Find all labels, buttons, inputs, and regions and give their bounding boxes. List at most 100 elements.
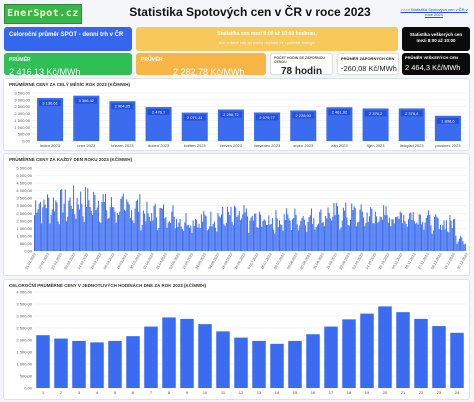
- day-bar: [451, 228, 453, 251]
- day-bar: [132, 220, 134, 251]
- day-bar: [318, 223, 320, 251]
- day-bar: [142, 210, 144, 251]
- day-bar: [445, 220, 447, 251]
- day-bar: [173, 217, 175, 251]
- data-label-bg: [183, 114, 206, 121]
- y-tick-label: 0,00: [24, 249, 33, 254]
- x-tick-label: duben 2023: [148, 143, 170, 148]
- hour-bar: [252, 340, 266, 388]
- daily-chart: 0,00 500,00 1 000,00 1 500,00 2 000,00 2 500,…: [16, 166, 468, 271]
- day-bar: [256, 227, 258, 251]
- day-bar: [378, 221, 380, 251]
- day-bar: [55, 200, 57, 251]
- day-bar: [94, 194, 96, 251]
- day-bar: [178, 222, 180, 251]
- x-tick-label: 11.09.2023: [326, 253, 338, 270]
- x-tick-label: květen 2023: [184, 143, 207, 148]
- x-tick-label: 18.07.2023: [260, 253, 272, 271]
- x-tick-label: 27.11.2023: [417, 253, 429, 270]
- data-label-bg: [292, 112, 315, 119]
- x-tick-label: říjen 2023: [367, 143, 386, 148]
- x-tick-label: 19.03.2023: [116, 253, 128, 271]
- day-bar: [254, 213, 256, 251]
- data-label-bg: [147, 109, 170, 116]
- day-bar: [461, 237, 463, 251]
- day-bar: [326, 218, 328, 251]
- day-bar: [39, 201, 41, 251]
- day-bar: [286, 208, 288, 251]
- logo[interactable]: EnerSpot.cz: [4, 4, 82, 24]
- day-bar: [170, 222, 172, 251]
- day-bar: [93, 191, 95, 251]
- day-bar: [403, 214, 405, 251]
- page-title: Statistika Spotových cen v ČR v roce 202…: [129, 5, 371, 19]
- day-bar: [430, 225, 432, 251]
- day-bar: [52, 197, 54, 251]
- x-tick-label: září 2023: [331, 143, 348, 148]
- day-bar: [278, 220, 281, 251]
- day-bar: [238, 211, 240, 251]
- day-bar: [221, 214, 223, 251]
- day-bar: [82, 216, 84, 251]
- day-bar: [258, 211, 260, 251]
- day-bar: [255, 213, 257, 251]
- day-bar: [396, 217, 398, 251]
- x-tick-label: 3: [78, 390, 81, 395]
- hour-bar: [450, 332, 464, 388]
- day-bar: [64, 189, 66, 251]
- day-bar: [35, 200, 37, 251]
- day-bar: [177, 226, 179, 251]
- data-label: 1 838,6: [441, 118, 455, 123]
- data-label: 2 476,7: [152, 110, 166, 115]
- day-bar: [426, 215, 428, 251]
- day-bar: [377, 222, 379, 251]
- day-bar: [225, 222, 227, 251]
- x-tick-label: 15: [293, 390, 298, 395]
- day-bar: [436, 216, 438, 251]
- day-bar: [122, 193, 124, 251]
- day-bar: [128, 204, 130, 251]
- x-tick-label: 13.05.2023: [181, 253, 193, 271]
- x-tick-label: 07.07.2023: [247, 253, 259, 271]
- x-tick-label: 19: [365, 390, 370, 395]
- hour-bar: [378, 306, 392, 388]
- y-tick-label: 3 000,00: [14, 97, 30, 102]
- y-tick-label: 2 000,00: [16, 338, 32, 343]
- day-bar: [235, 207, 237, 251]
- data-label: 2 071,31: [187, 115, 203, 120]
- day-bar: [115, 222, 117, 251]
- x-tick-label: 24.05.2023: [195, 253, 207, 271]
- day-bar: [412, 212, 414, 251]
- day-bar: [83, 222, 85, 251]
- day-bar: [397, 216, 399, 251]
- day-bar: [307, 221, 309, 251]
- day-bar: [373, 223, 375, 251]
- x-tick-label: 26.06.2023: [234, 252, 246, 270]
- day-bar: [394, 217, 396, 251]
- day-bar: [273, 229, 275, 251]
- day-bar: [296, 224, 298, 251]
- day-bar: [148, 216, 150, 251]
- link-2024-statistics[interactable]: >>>> Statistika Spotových cen v ČR v roc…: [400, 7, 468, 17]
- x-tick-label: 10: [203, 390, 208, 395]
- day-bar: [37, 209, 39, 251]
- hour-bar: [72, 340, 86, 388]
- data-label-bg: [75, 97, 98, 104]
- y-tick-label: 2 500,00: [16, 211, 32, 216]
- day-bar: [103, 201, 105, 251]
- y-tick-label: 0,00: [22, 139, 31, 144]
- x-tick-label: 01.01.2023: [24, 253, 36, 271]
- day-bar: [81, 203, 83, 251]
- annual-average-card: Průměr 2 416,13 Kč/MWh: [4, 53, 132, 75]
- day-bar: [345, 202, 347, 251]
- day-bar: [57, 221, 59, 251]
- day-bar: [146, 201, 148, 251]
- all-average-card: Průměr veškerých cen 2 464,3 Kč/MWh: [402, 53, 470, 75]
- day-bar: [389, 217, 391, 251]
- day-bar: [437, 218, 439, 251]
- day-bar: [284, 220, 286, 251]
- day-bar: [385, 206, 387, 251]
- day-bar: [450, 220, 452, 251]
- day-bar: [408, 219, 410, 251]
- data-label-bg: [39, 99, 62, 106]
